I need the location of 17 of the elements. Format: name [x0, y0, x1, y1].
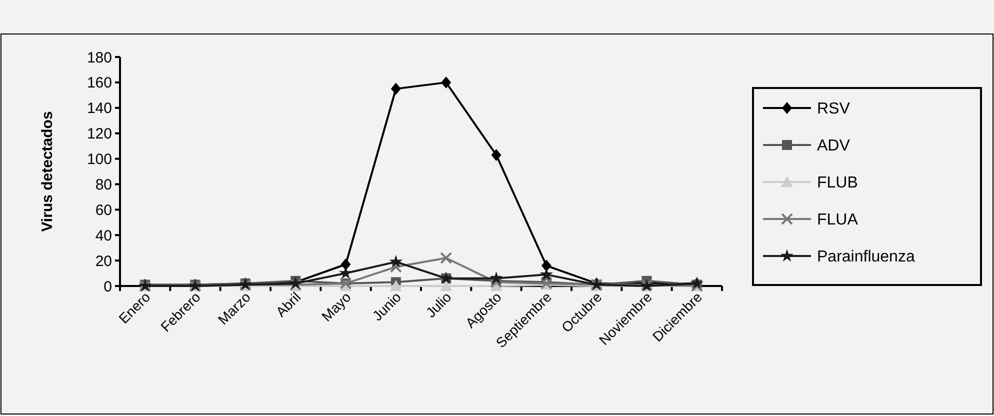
y-tick-label: 60 [95, 202, 112, 219]
legend-label: RSV [817, 100, 850, 118]
y-tick-label: 140 [86, 100, 112, 118]
y-tick-label: 40 [95, 227, 112, 244]
y-tick-label: 0 [104, 278, 112, 296]
y-axis-title: Virus detectados [39, 111, 56, 232]
legend-label: FLUB [817, 174, 858, 192]
legend-label: FLUA [817, 212, 858, 229]
y-tick-label: 160 [86, 74, 112, 92]
y-tick-label: 20 [95, 252, 112, 270]
y-tick-label: 80 [95, 176, 112, 194]
legend-label: Parainfluenza [817, 248, 915, 266]
x-tick-label: Julio [422, 288, 454, 320]
legend-label: ADV [817, 138, 850, 155]
y-tick-label: 120 [86, 126, 112, 143]
y-tick-label: 100 [86, 151, 112, 168]
y-tick-label: 180 [86, 49, 112, 66]
